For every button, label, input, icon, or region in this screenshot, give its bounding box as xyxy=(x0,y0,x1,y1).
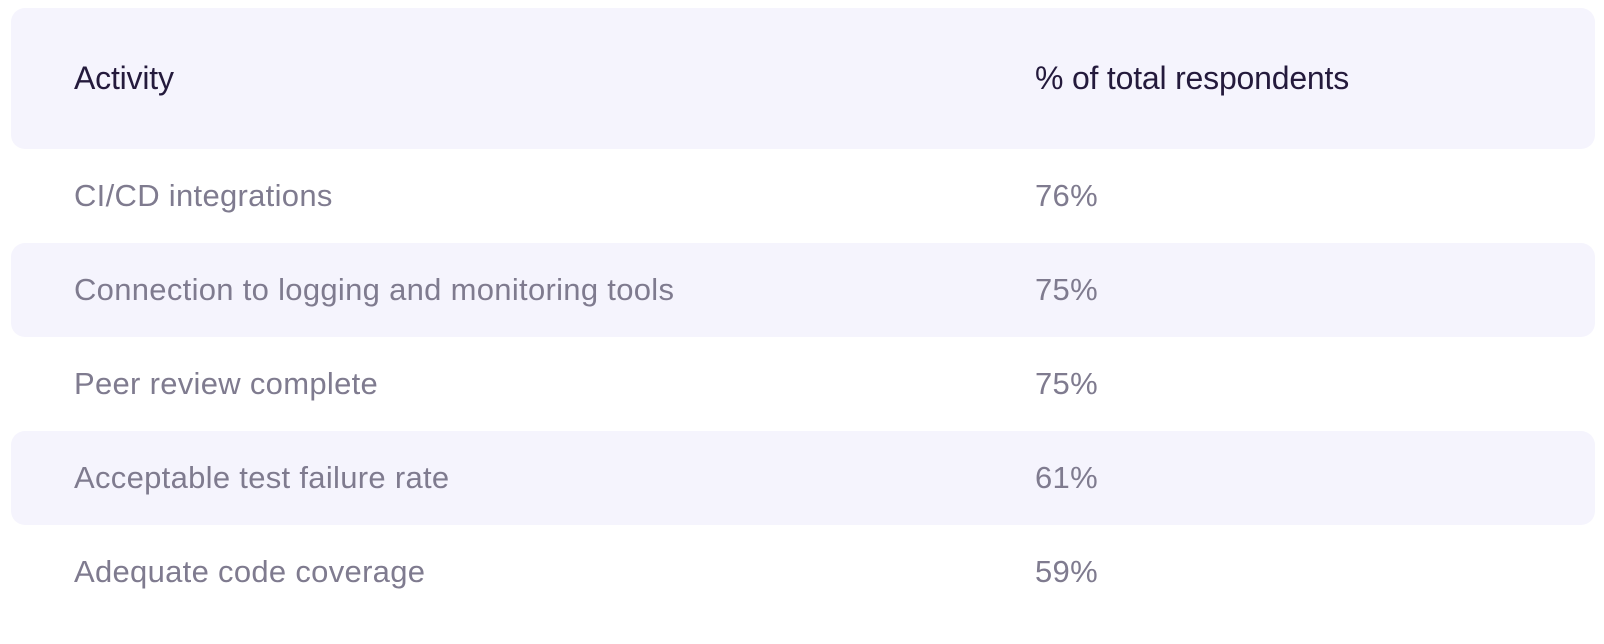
activity-cell: Adequate code coverage xyxy=(74,554,426,589)
column-header-percent-of-respondents: % of total respondents xyxy=(1035,60,1350,96)
column-header-activity: Activity xyxy=(74,60,174,96)
percent-cell: 59% xyxy=(1035,554,1098,589)
activity-cell: Connection to logging and monitoring too… xyxy=(74,272,675,307)
table-row: Acceptable test failure rate 61% xyxy=(11,431,1595,525)
percent-cell: 76% xyxy=(1035,178,1098,213)
activity-cell: CI/CD integrations xyxy=(74,178,333,213)
table-row: Peer review complete 75% xyxy=(11,337,1595,431)
percent-cell: 75% xyxy=(1035,272,1098,307)
percent-cell: 61% xyxy=(1035,460,1098,495)
table-header-row: Activity % of total respondents xyxy=(11,8,1595,149)
table-row: CI/CD integrations 76% xyxy=(11,149,1595,243)
percent-cell: 75% xyxy=(1035,366,1098,401)
table-row: Adequate code coverage 59% xyxy=(11,525,1595,619)
table-row: Connection to logging and monitoring too… xyxy=(11,243,1595,337)
activity-table: Activity % of total respondents CI/CD in… xyxy=(11,8,1595,619)
activity-cell: Acceptable test failure rate xyxy=(74,460,450,495)
activity-cell: Peer review complete xyxy=(74,366,379,401)
